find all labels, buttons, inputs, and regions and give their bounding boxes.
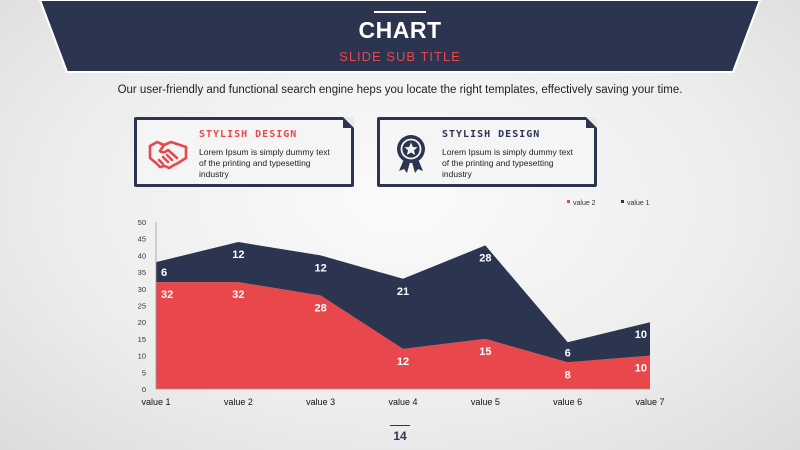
title-rule <box>374 11 426 13</box>
legend-label-2: value 1 <box>627 200 650 207</box>
card-heading: STYLISH DESIGN <box>442 129 541 140</box>
page-number-rule <box>390 425 410 426</box>
feature-card-2: STYLISH DESIGN Lorem Ipsum is simply dum… <box>377 117 597 187</box>
area-series-1 <box>156 282 650 389</box>
feature-card-1: STYLISH DESIGN Lorem Ipsum is simply dum… <box>134 117 354 187</box>
data-label: 10 <box>635 363 647 375</box>
x-tick-label: value 4 <box>388 397 417 407</box>
x-tick-label: value 7 <box>635 397 664 407</box>
card-fold-corner <box>343 117 354 128</box>
y-tick-label: 15 <box>138 335 146 344</box>
data-label: 28 <box>315 302 327 314</box>
data-label: 12 <box>232 249 244 261</box>
y-tick-label: 35 <box>138 268 146 277</box>
data-label: 6 <box>565 347 571 359</box>
card-text: Lorem Ipsum is simply dummy text of the … <box>442 147 573 179</box>
x-tick-label: value 2 <box>224 397 253 407</box>
y-tick-label: 10 <box>138 352 146 361</box>
data-label: 21 <box>397 286 409 298</box>
y-tick-label: 50 <box>138 218 146 227</box>
x-tick-label: value 6 <box>553 397 582 407</box>
legend-swatch-2 <box>621 200 624 203</box>
data-label: 12 <box>397 356 409 368</box>
legend-label-1: value 2 <box>573 200 596 207</box>
y-tick-label: 45 <box>138 235 146 244</box>
data-label: 28 <box>479 252 491 264</box>
area-series-2 <box>156 242 650 363</box>
handshake-icon <box>148 140 188 170</box>
x-tick-label: value 3 <box>306 397 335 407</box>
legend-swatch-1 <box>567 200 570 203</box>
x-tick-label: value 1 <box>141 397 170 407</box>
data-label: 32 <box>161 289 173 301</box>
data-label: 32 <box>232 289 244 301</box>
card-text: Lorem Ipsum is simply dummy text of the … <box>199 147 330 179</box>
y-tick-label: 0 <box>142 385 146 394</box>
card-heading: STYLISH DESIGN <box>199 129 298 140</box>
data-label: 15 <box>479 346 491 358</box>
y-tick-label: 40 <box>138 251 146 260</box>
data-label: 10 <box>635 329 647 341</box>
header-banner <box>38 0 762 73</box>
y-tick-label: 5 <box>142 368 146 377</box>
card-fold-corner <box>586 117 597 128</box>
data-label: 6 <box>161 267 167 279</box>
x-tick-label: value 5 <box>471 397 500 407</box>
data-label: 8 <box>565 369 571 381</box>
y-tick-label: 20 <box>138 318 146 327</box>
slide-title: CHART <box>358 17 442 43</box>
intro-text: Our user-friendly and functional search … <box>117 84 683 96</box>
page-number: 14 <box>393 429 407 443</box>
slide-subtitle: SLIDE SUB TITLE <box>339 49 461 64</box>
y-tick-label: 30 <box>138 285 146 294</box>
data-label: 12 <box>315 262 327 274</box>
award-medal-icon <box>397 135 425 173</box>
y-tick-label: 25 <box>138 302 146 311</box>
